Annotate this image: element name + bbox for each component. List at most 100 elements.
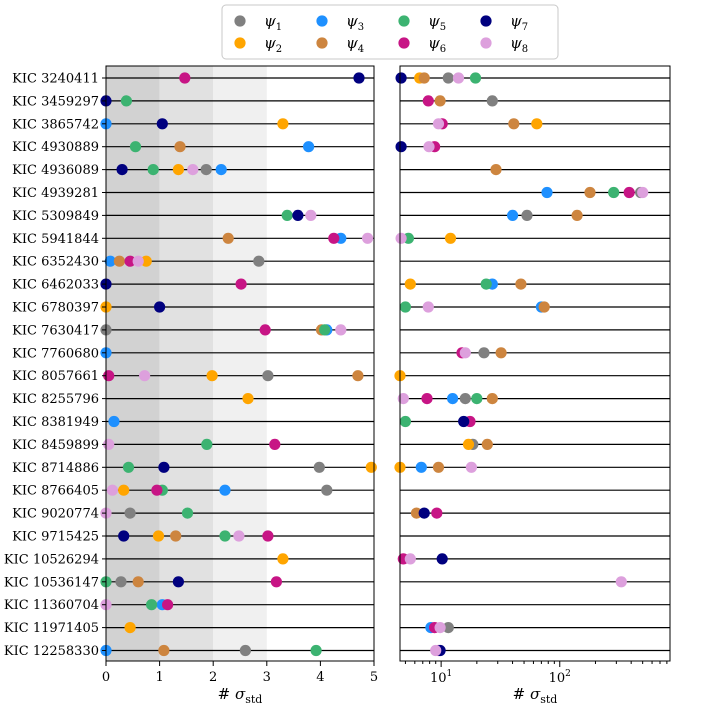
- data-point-psi4: [113, 255, 125, 267]
- data-point-psi2: [277, 118, 289, 130]
- data-point-psi2: [531, 118, 543, 130]
- data-point-psi8: [335, 324, 347, 336]
- data-point-psi7: [292, 209, 304, 221]
- data-point-psi2: [462, 438, 475, 450]
- data-point-psi6: [262, 530, 274, 542]
- data-point-psi6: [270, 576, 282, 588]
- data-point-psi5: [480, 278, 492, 290]
- data-point-psi3: [219, 484, 231, 496]
- data-point-psi7: [395, 141, 407, 153]
- legend-marker-psi3: [316, 15, 328, 27]
- x-tick-label: 102: [549, 669, 571, 686]
- data-point-psi8: [233, 530, 245, 542]
- y-tick-label: KIC 4936089: [12, 163, 99, 178]
- data-point-psi1: [521, 209, 533, 221]
- legend-label-psi5: ψ5: [428, 12, 446, 33]
- data-point-psi7: [458, 415, 470, 428]
- legend-marker-psi8: [480, 37, 492, 49]
- data-point-psi4: [538, 301, 550, 313]
- data-point-psi8: [187, 164, 199, 176]
- y-tick-label: KIC 6352430: [12, 255, 99, 270]
- data-point-psi1: [115, 576, 127, 588]
- legend-label-psi2: ψ2: [264, 34, 282, 55]
- x-tick-label: 3: [263, 670, 271, 685]
- data-point-psi4: [490, 164, 502, 176]
- data-point-psi4: [584, 186, 596, 199]
- data-point-psi7: [154, 301, 166, 313]
- x-tick-label: 1: [155, 670, 163, 685]
- data-point-psi8: [106, 484, 118, 496]
- y-tick-label: KIC 10526294: [4, 552, 99, 567]
- data-point-psi4: [508, 118, 520, 130]
- data-point-psi4: [432, 461, 445, 473]
- data-point-psi4: [486, 393, 498, 405]
- data-point-psi1: [313, 461, 325, 473]
- data-point-psi2: [365, 461, 377, 473]
- data-point-psi2: [277, 553, 289, 565]
- data-point-psi1: [124, 507, 136, 519]
- data-point-psi7: [116, 164, 128, 176]
- data-point-psi2: [152, 530, 165, 542]
- legend-label-psi8: ψ8: [510, 34, 528, 55]
- y-tick-label: KIC 8381949: [12, 415, 99, 430]
- data-point-psi5: [146, 599, 158, 611]
- legend-marker-psi7: [480, 15, 492, 27]
- y-tick-label: KIC 4939281: [12, 186, 99, 201]
- data-point-psi5: [219, 530, 231, 542]
- data-point-psi4: [515, 278, 527, 290]
- data-point-psi2: [206, 370, 218, 382]
- x-axis-label: # σstd: [218, 685, 263, 706]
- data-point-psi7: [158, 461, 170, 473]
- data-point-psi5: [181, 507, 194, 519]
- data-point-psi7: [172, 576, 184, 588]
- data-point-psi8: [434, 622, 446, 634]
- data-point-psi8: [305, 209, 317, 221]
- data-point-psi5: [201, 438, 213, 450]
- data-point-psi5: [319, 324, 331, 336]
- data-point-psi5: [310, 644, 322, 657]
- data-point-psi8: [637, 186, 649, 199]
- data-point-psi1: [442, 72, 454, 84]
- data-point-psi8: [452, 72, 465, 84]
- data-point-psi5: [469, 72, 482, 84]
- data-point-psi5: [399, 415, 411, 428]
- data-point-psi8: [423, 141, 435, 153]
- data-point-psi1: [459, 393, 471, 405]
- data-point-psi6: [162, 599, 174, 611]
- data-point-psi1: [262, 370, 274, 382]
- y-tick-label: KIC 9020774: [12, 507, 99, 522]
- data-point-psi4: [170, 530, 182, 542]
- y-tick-label: KIC 4930889: [12, 140, 99, 155]
- data-point-psi6: [124, 255, 136, 267]
- x-tick-label: 101: [430, 669, 452, 686]
- data-point-psi8: [132, 255, 144, 267]
- legend-marker-psi5: [398, 15, 410, 27]
- data-point-psi8: [362, 232, 374, 244]
- legend-label-psi1: ψ1: [264, 12, 282, 33]
- data-point-psi4: [174, 141, 186, 153]
- y-tick-label: KIC 3459297: [12, 94, 99, 109]
- data-point-psi4: [434, 95, 446, 107]
- x-tick-label: 2: [209, 670, 217, 685]
- sigma-band-2: [159, 66, 214, 661]
- y-tick-label: KIC 8766405: [12, 484, 99, 499]
- legend-marker-psi6: [398, 37, 410, 49]
- y-tick-label: KIC 12258330: [4, 644, 99, 659]
- x-tick-label: 5: [370, 670, 378, 685]
- y-tick-label: KIC 6462033: [12, 278, 99, 293]
- data-point-psi1: [486, 95, 498, 107]
- y-axis-labels: KIC 3240411 KIC 3459297 KIC 3865742 KIC 493…: [4, 72, 106, 659]
- y-tick-label: KIC 3240411: [12, 72, 99, 87]
- data-point-psi8: [615, 576, 627, 588]
- data-point-psi6: [431, 507, 443, 519]
- data-point-psi2: [118, 484, 130, 496]
- data-point-psi5: [399, 301, 411, 313]
- y-tick-label: KIC 8255796: [12, 392, 99, 407]
- y-tick-label: KIC 3865742: [12, 117, 99, 132]
- data-point-psi5: [120, 95, 132, 107]
- data-point-psi6: [151, 484, 163, 496]
- y-tick-label: KIC 11360704: [4, 598, 99, 613]
- data-point-psi6: [421, 393, 433, 405]
- data-point-psi7: [436, 553, 448, 565]
